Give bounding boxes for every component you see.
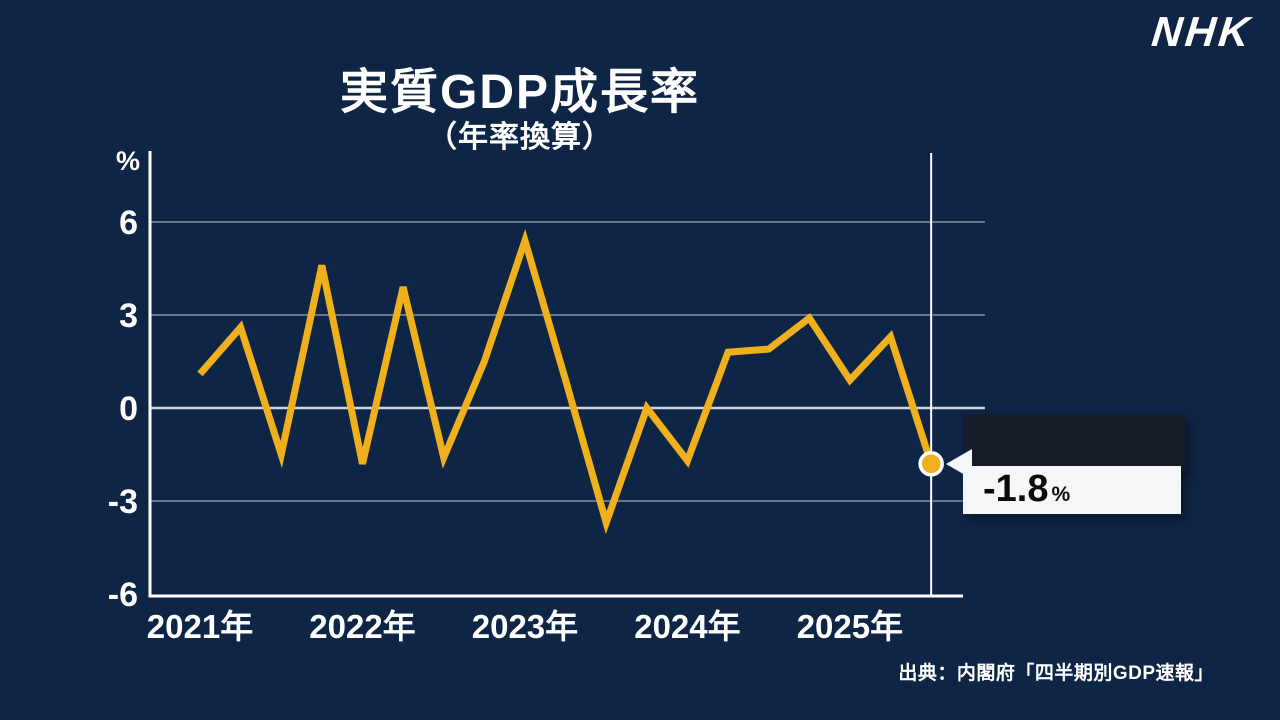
x-tick-label: 2023年 — [472, 608, 578, 645]
y-tick-label: -6 — [108, 576, 138, 614]
y-tick-label: 3 — [119, 297, 138, 335]
source-credit: 出典：内閣府「四半期別GDP速報」 — [898, 663, 1214, 684]
callout-arrow — [946, 449, 972, 479]
callout-value-box: -1.8 % — [963, 466, 1181, 514]
x-tick-label: 2025年 — [797, 608, 903, 645]
y-tick-label: 0 — [119, 390, 138, 428]
chart-subtitle: （年率換算） — [427, 121, 613, 154]
callout-value: -1.8 — [983, 468, 1049, 510]
highlight-dot — [918, 451, 944, 477]
gdp-line — [197, 228, 935, 535]
x-tick-label: 2024年 — [634, 608, 740, 645]
y-axis-unit-label: % — [116, 146, 140, 176]
callout-panel-dark — [963, 414, 1185, 471]
y-tick-label: -3 — [108, 483, 138, 521]
x-tick-label: 2021年 — [147, 608, 253, 645]
chart-title: 実質GDP成長率 — [339, 66, 701, 119]
x-tick-label: 2022年 — [309, 608, 415, 645]
y-tick-label: 6 — [119, 204, 138, 242]
callout-unit: % — [1051, 483, 1071, 506]
